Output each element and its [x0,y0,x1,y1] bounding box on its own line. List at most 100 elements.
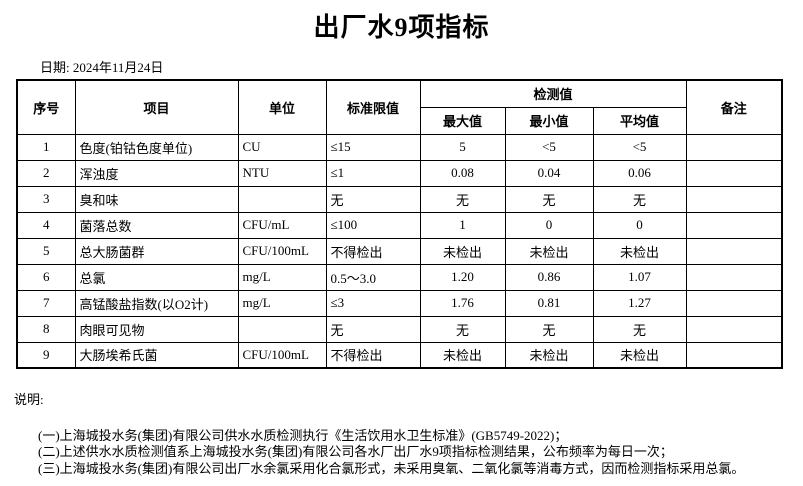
cell-limit: 无 [325,315,421,343]
header-remark: 备注 [685,79,783,135]
cell-max: 0.08 [419,159,506,187]
cell-remark [685,341,783,369]
table-row: 4 菌落总数 CFU/mL ≤100 1 0 0 [16,211,783,239]
header-avg: 平均值 [592,106,687,135]
cell-min: 无 [504,315,594,343]
cell-unit [237,185,327,213]
notes-section: 说明: (一)上海城投水务(集团)有限公司供水水质检测执行《生活饮用水卫生标准》… [14,392,794,477]
header-row-2: 最大值 最小值 平均值 [17,106,782,135]
cell-seq: 8 [16,315,76,343]
cell-avg: 0 [592,211,687,239]
header-seq: 序号 [16,79,76,135]
cell-unit: mg/L [237,289,327,317]
cell-min: 0.86 [504,263,594,291]
cell-max: 5 [419,133,506,161]
header-item: 项目 [74,79,239,135]
notes-label: 说明: [14,392,44,407]
cell-avg: 未检出 [592,237,687,265]
cell-remark [685,237,783,265]
cell-avg: <5 [592,133,687,161]
cell-item: 总氯 [74,263,239,291]
cell-max: 无 [419,315,506,343]
cell-remark [685,315,783,343]
note-item: (一)上海城投水务(集团)有限公司供水水质检测执行《生活饮用水卫生标准》(GB5… [38,427,568,443]
cell-unit: NTU [237,159,327,187]
cell-item: 浑浊度 [74,159,239,187]
header-row-1: 序号 项目 单位 标准限值 检测值 备注 [16,79,783,135]
note-item: (三)上海城投水务(集团)有限公司出厂水余氯采用化合氯形式，未采用臭氧、二氧化氯… [38,460,745,476]
cell-min: 0.04 [504,159,594,187]
cell-min: 0 [504,211,594,239]
table-row: 8 肉眼可见物 无 无 无 无 [16,315,783,343]
cell-avg: 1.27 [592,289,687,317]
cell-seq: 5 [16,237,76,265]
table-row: 1 色度(铂钴色度单位) CU ≤15 5 <5 <5 [16,133,783,161]
page-title: 出厂水9项指标 [313,13,490,42]
cell-avg: 无 [592,315,687,343]
cell-min: 0.81 [504,289,594,317]
cell-limit: ≤1 [325,159,421,187]
cell-item: 肉眼可见物 [74,315,239,343]
cell-remark [685,185,783,213]
cell-seq: 2 [16,159,76,187]
cell-item: 臭和味 [74,185,239,213]
table-row: 3 臭和味 无 无 无 无 [16,185,783,213]
cell-limit: 无 [325,185,421,213]
cell-item: 总大肠菌群 [74,237,239,265]
cell-unit: CU [237,133,327,161]
cell-seq: 7 [16,289,76,317]
cell-unit: CFU/mL [237,211,327,239]
cell-limit: 不得检出 [325,237,421,265]
cell-limit: ≤3 [325,289,421,317]
cell-item: 色度(铂钴色度单位) [74,133,239,161]
cell-unit: CFU/100mL [237,341,327,369]
cell-seq: 4 [16,211,76,239]
table-row: 6 总氯 mg/L 0.5～3.0 1.20 0.86 1.07 [16,263,783,291]
cell-max: 无 [419,185,506,213]
header-min: 最小值 [504,106,594,135]
cell-unit: mg/L [237,263,327,291]
cell-remark [685,289,783,317]
cell-avg: 1.07 [592,263,687,291]
water-quality-table: 序号 项目 单位 标准限值 检测值 备注 最大值 最小值 平均值 1 色度(铂钴… [16,79,783,369]
cell-seq: 3 [16,185,76,213]
table-row: 9 大肠埃希氏菌 CFU/100mL 不得检出 未检出 未检出 未检出 [16,341,783,369]
cell-item: 高锰酸盐指数(以O2计) [74,289,239,317]
cell-item: 菌落总数 [74,211,239,239]
cell-max: 1 [419,211,506,239]
cell-limit: 不得检出 [325,341,421,369]
cell-remark [685,159,783,187]
cell-avg: 无 [592,185,687,213]
table-row: 2 浑浊度 NTU ≤1 0.08 0.04 0.06 [16,159,783,187]
date-label: 日期: 2024年11月24日 [40,60,164,75]
header-max: 最大值 [419,106,506,135]
cell-seq: 9 [16,341,76,369]
cell-avg: 未检出 [592,341,687,369]
cell-unit: CFU/100mL [237,237,327,265]
cell-avg: 0.06 [592,159,687,187]
cell-remark [685,263,783,291]
cell-min: <5 [504,133,594,161]
cell-min: 未检出 [504,237,594,265]
cell-limit: 0.5～3.0 [325,263,421,291]
cell-limit: ≤15 [325,133,421,161]
cell-max: 未检出 [419,237,506,265]
cell-max: 未检出 [419,341,506,369]
header-detection: 检测值 [419,79,687,108]
cell-unit [237,315,327,343]
cell-remark [685,133,783,161]
cell-min: 未检出 [504,341,594,369]
cell-limit: ≤100 [325,211,421,239]
header-unit: 单位 [237,79,327,135]
table-row: 7 高锰酸盐指数(以O2计) mg/L ≤3 1.76 0.81 1.27 [16,289,783,317]
cell-item: 大肠埃希氏菌 [74,341,239,369]
cell-seq: 6 [16,263,76,291]
table-row: 5 总大肠菌群 CFU/100mL 不得检出 未检出 未检出 未检出 [16,237,783,265]
note-item: (二)上述供水水质检测值系上海城投水务(集团)有限公司各水厂出厂水9项指标检测结… [38,444,673,459]
cell-min: 无 [504,185,594,213]
header-limit: 标准限值 [325,79,421,135]
cell-remark [685,211,783,239]
cell-seq: 1 [16,133,76,161]
cell-max: 1.20 [419,263,506,291]
